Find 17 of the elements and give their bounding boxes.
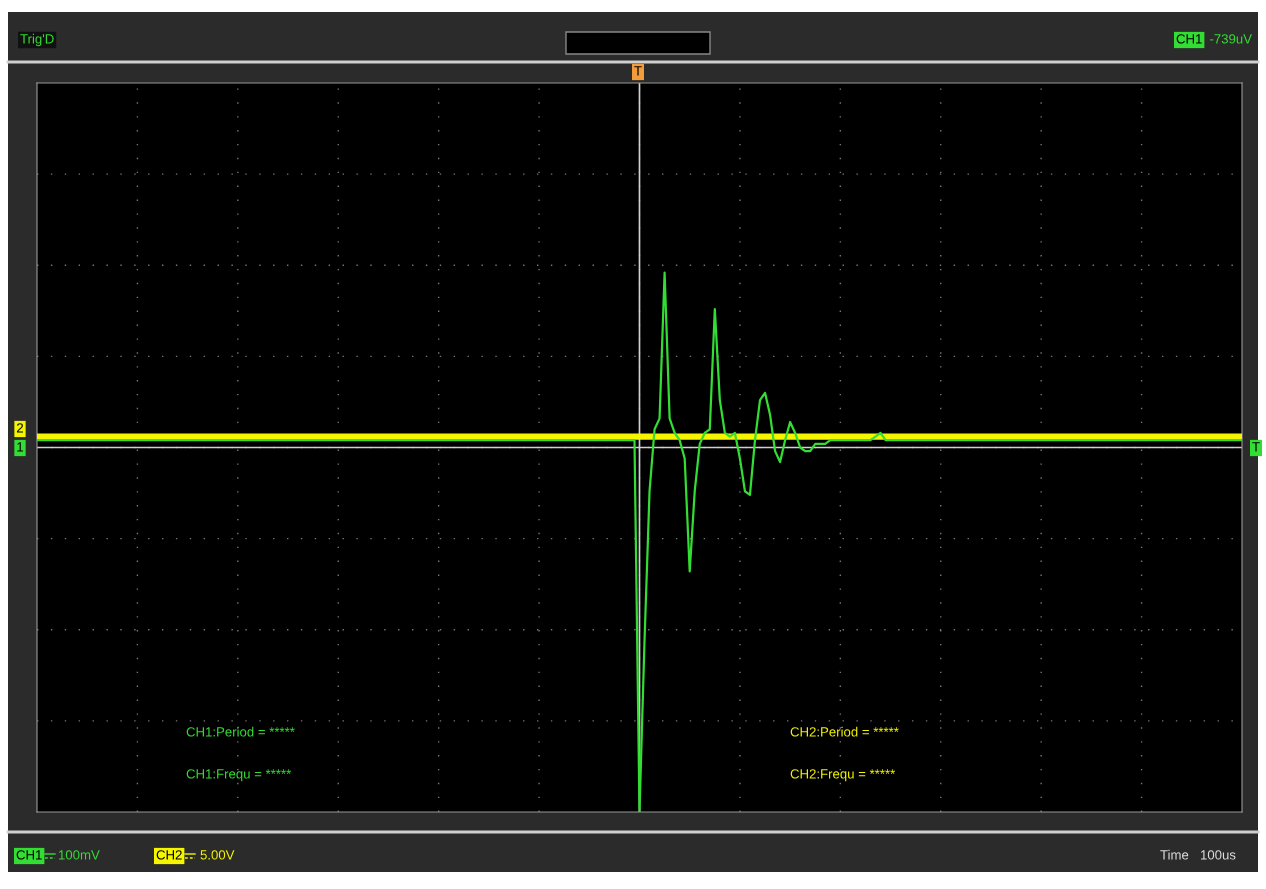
text: 5.00V [200, 850, 235, 860]
text: T [1252, 442, 1260, 452]
text: T [634, 66, 642, 76]
annotation: CH2:Frequ = ***** [790, 769, 896, 782]
annotation: CH2:Period = ***** [790, 726, 899, 737]
text: 2 [17, 423, 24, 433]
legend-label: CH2 [156, 850, 182, 860]
text: Trig'D [20, 33, 54, 47]
text: CH1 [1176, 34, 1202, 44]
legend-label: CH1 [16, 850, 42, 860]
text: Time [1160, 849, 1189, 860]
text: 100us [1201, 850, 1236, 860]
annotation: CH1:Period = ***** [186, 726, 295, 737]
text: 1 [17, 442, 24, 452]
text: 100mV [59, 850, 100, 860]
annotation: CH1:Frequ = ***** [186, 769, 292, 782]
text: -739uV [1210, 34, 1252, 44]
